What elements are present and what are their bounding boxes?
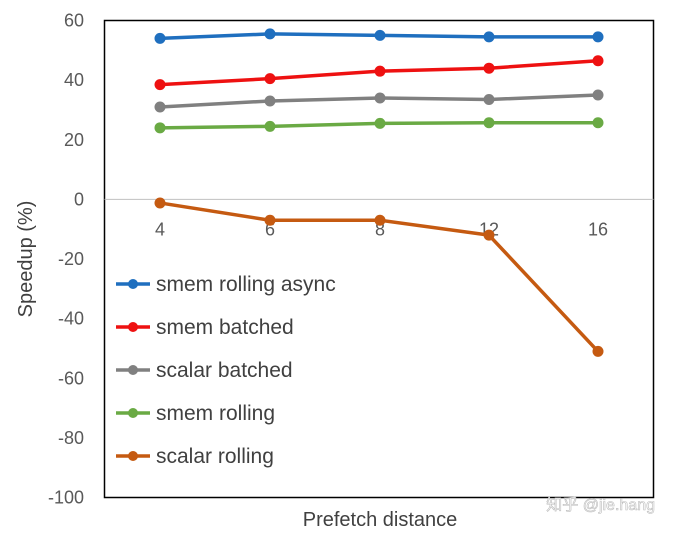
legend-label: scalar batched xyxy=(156,359,293,382)
data-point xyxy=(483,62,495,74)
x-tick-label: 8 xyxy=(375,219,385,239)
x-tick-label: 6 xyxy=(265,219,275,239)
data-point xyxy=(264,73,276,85)
data-point xyxy=(154,32,166,44)
y-tick-label: -60 xyxy=(58,368,84,388)
data-point xyxy=(264,28,276,40)
data-point xyxy=(154,101,166,113)
y-tick-label: 60 xyxy=(64,11,84,31)
data-point xyxy=(374,29,386,41)
y-tick-label: -40 xyxy=(58,309,84,329)
data-point xyxy=(154,79,166,91)
series-scalar-rolling xyxy=(154,197,604,357)
data-point xyxy=(592,345,604,357)
legend-swatch-marker xyxy=(128,279,138,289)
legend-swatch-marker xyxy=(128,451,138,461)
data-point xyxy=(264,120,276,132)
data-point xyxy=(483,229,495,241)
series-scalar-batched xyxy=(154,89,604,113)
data-point xyxy=(264,214,276,226)
data-point xyxy=(154,197,166,209)
y-tick-label: 20 xyxy=(64,130,84,150)
x-tick-label: 16 xyxy=(588,219,608,239)
data-point xyxy=(483,94,495,106)
series-smem-rolling-async xyxy=(154,28,604,44)
legend-item: smem batched xyxy=(116,316,294,339)
legend-label: scalar rolling xyxy=(156,445,274,468)
y-tick-label: 0 xyxy=(74,189,84,209)
data-point xyxy=(374,214,386,226)
watermark: 知乎 @jie.hang xyxy=(546,496,655,514)
y-tick-label: 40 xyxy=(64,70,84,90)
legend-swatch-marker xyxy=(128,408,138,418)
legend-label: smem rolling async xyxy=(156,273,336,296)
x-tick-label: 4 xyxy=(155,219,165,239)
series-smem-batched xyxy=(154,55,604,91)
legend-item: smem rolling async xyxy=(116,273,336,296)
y-tick-label: -100 xyxy=(48,488,84,508)
legend-item: scalar batched xyxy=(116,359,293,382)
plot-area-border xyxy=(103,19,655,499)
data-point xyxy=(374,65,386,77)
y-tick-label: -80 xyxy=(58,428,84,448)
data-point xyxy=(264,95,276,107)
data-point xyxy=(374,92,386,104)
series-smem-rolling xyxy=(154,117,604,134)
data-point xyxy=(592,31,604,43)
data-point xyxy=(374,117,386,129)
legend-item: scalar rolling xyxy=(116,445,274,468)
legend-label: smem batched xyxy=(156,316,294,339)
legend-swatch-marker xyxy=(128,322,138,332)
legend-item: smem rolling xyxy=(116,402,275,425)
data-point xyxy=(592,89,604,101)
x-axis-label: Prefetch distance xyxy=(303,509,458,531)
data-point xyxy=(592,55,604,67)
data-point xyxy=(592,117,604,129)
data-point xyxy=(483,117,495,129)
y-tick-label: -20 xyxy=(58,249,84,269)
legend-swatch-marker xyxy=(128,365,138,375)
data-point xyxy=(483,31,495,43)
y-axis-label: Speedup (%) xyxy=(15,201,37,318)
legend-label: smem rolling xyxy=(156,402,275,425)
data-point xyxy=(154,122,166,134)
